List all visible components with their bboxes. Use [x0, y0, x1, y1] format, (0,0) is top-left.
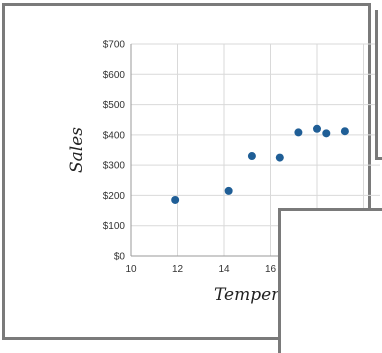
x-tick-label: 10	[125, 264, 137, 275]
y-tick-label: $500	[103, 100, 126, 111]
tick-labels: $0 $100 $200 $300 $400 $500 $600 $700 10 12 14 16	[103, 40, 277, 276]
data-points	[171, 124, 349, 204]
y-tick-label: $0	[114, 252, 126, 263]
y-tick-label: $300	[103, 161, 126, 172]
x-axis-label: Tempera	[214, 285, 289, 305]
y-tick-label: $100	[103, 221, 126, 232]
data-point	[224, 186, 233, 195]
overlapping-window-bottom	[278, 208, 382, 353]
data-point	[340, 127, 349, 136]
overlapping-window-right	[375, 10, 382, 160]
x-tick-label: 14	[218, 264, 230, 275]
data-point	[171, 195, 180, 204]
data-point	[322, 129, 331, 138]
y-axis-label: Sales	[67, 127, 87, 173]
y-tick-label: $200	[103, 191, 126, 202]
data-point	[275, 153, 284, 162]
y-tick-label: $700	[103, 40, 126, 51]
data-point	[313, 124, 321, 133]
x-tick-label: 12	[172, 264, 184, 275]
y-tick-label: $400	[103, 130, 126, 141]
data-point	[247, 152, 256, 161]
y-tick-label: $600	[103, 70, 126, 81]
x-tick-label: 16	[265, 264, 277, 275]
data-point	[294, 128, 303, 137]
